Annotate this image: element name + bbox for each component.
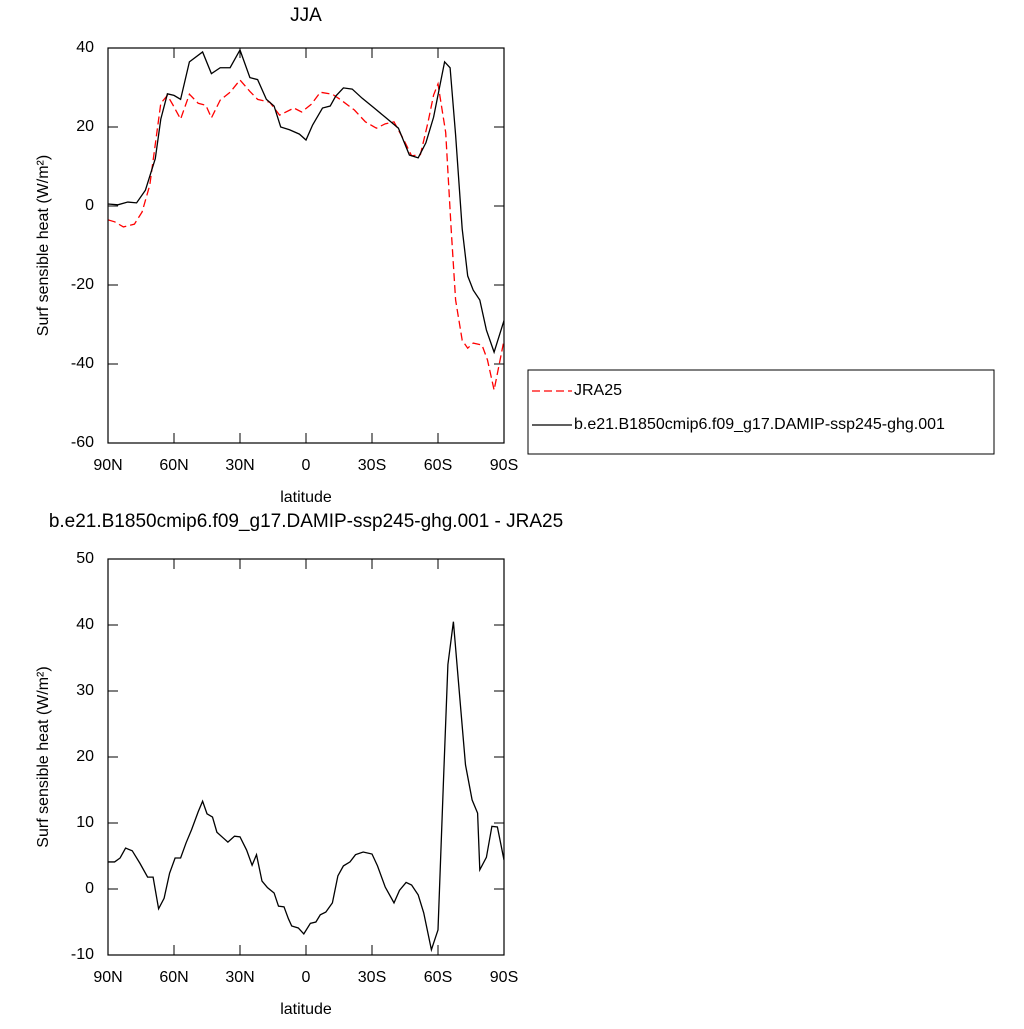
legend-label: JRA25 (574, 382, 622, 399)
y-tick-label: 20 (76, 748, 94, 765)
y-tick-label: -10 (71, 946, 94, 963)
x-tick-label: 60S (424, 969, 452, 986)
plot-frame (107, 47, 505, 444)
y-tick-label: 30 (76, 682, 94, 699)
series-line (108, 621, 504, 953)
x-tick-label: 30N (225, 457, 254, 474)
y-tick-label: 20 (76, 118, 94, 135)
x-tick-label: 90S (490, 969, 518, 986)
x-tick-label: 0 (302, 457, 311, 474)
y-tick-label: 40 (76, 39, 94, 56)
y-tick-label: -40 (71, 355, 94, 372)
x-axis-label: latitude (280, 1001, 332, 1018)
y-axis-label: Surf sensible heat (W/m²) (35, 666, 52, 847)
x-axis-label: latitude (280, 489, 332, 506)
legend-label: b.e21.B1850cmip6.f09_g17.DAMIP-ssp245-gh… (574, 416, 945, 433)
x-tick-label: 90N (93, 969, 122, 986)
y-tick-label: 50 (76, 550, 94, 567)
y-tick-label: 0 (85, 197, 94, 214)
x-tick-label: 90N (93, 457, 122, 474)
y-tick-label: 0 (85, 880, 94, 897)
y-tick-label: 10 (76, 814, 94, 831)
x-tick-label: 90S (490, 457, 518, 474)
y-tick-label: 40 (76, 616, 94, 633)
x-tick-label: 30S (358, 969, 386, 986)
x-tick-label: 30S (358, 457, 386, 474)
chart-title: JJA (290, 5, 322, 26)
chart-title: b.e21.B1850cmip6.f09_g17.DAMIP-ssp245-gh… (49, 511, 563, 532)
x-tick-label: 30N (225, 969, 254, 986)
x-tick-label: 0 (302, 969, 311, 986)
x-tick-label: 60N (159, 969, 188, 986)
y-tick-label: -20 (71, 276, 94, 293)
plot-frame (107, 558, 505, 956)
y-tick-label: -60 (71, 434, 94, 451)
series-line (108, 48, 504, 355)
legend-box (527, 369, 995, 455)
x-tick-label: 60N (159, 457, 188, 474)
y-axis-label: Surf sensible heat (W/m²) (35, 155, 52, 336)
series-line (108, 78, 504, 391)
x-tick-label: 60S (424, 457, 452, 474)
